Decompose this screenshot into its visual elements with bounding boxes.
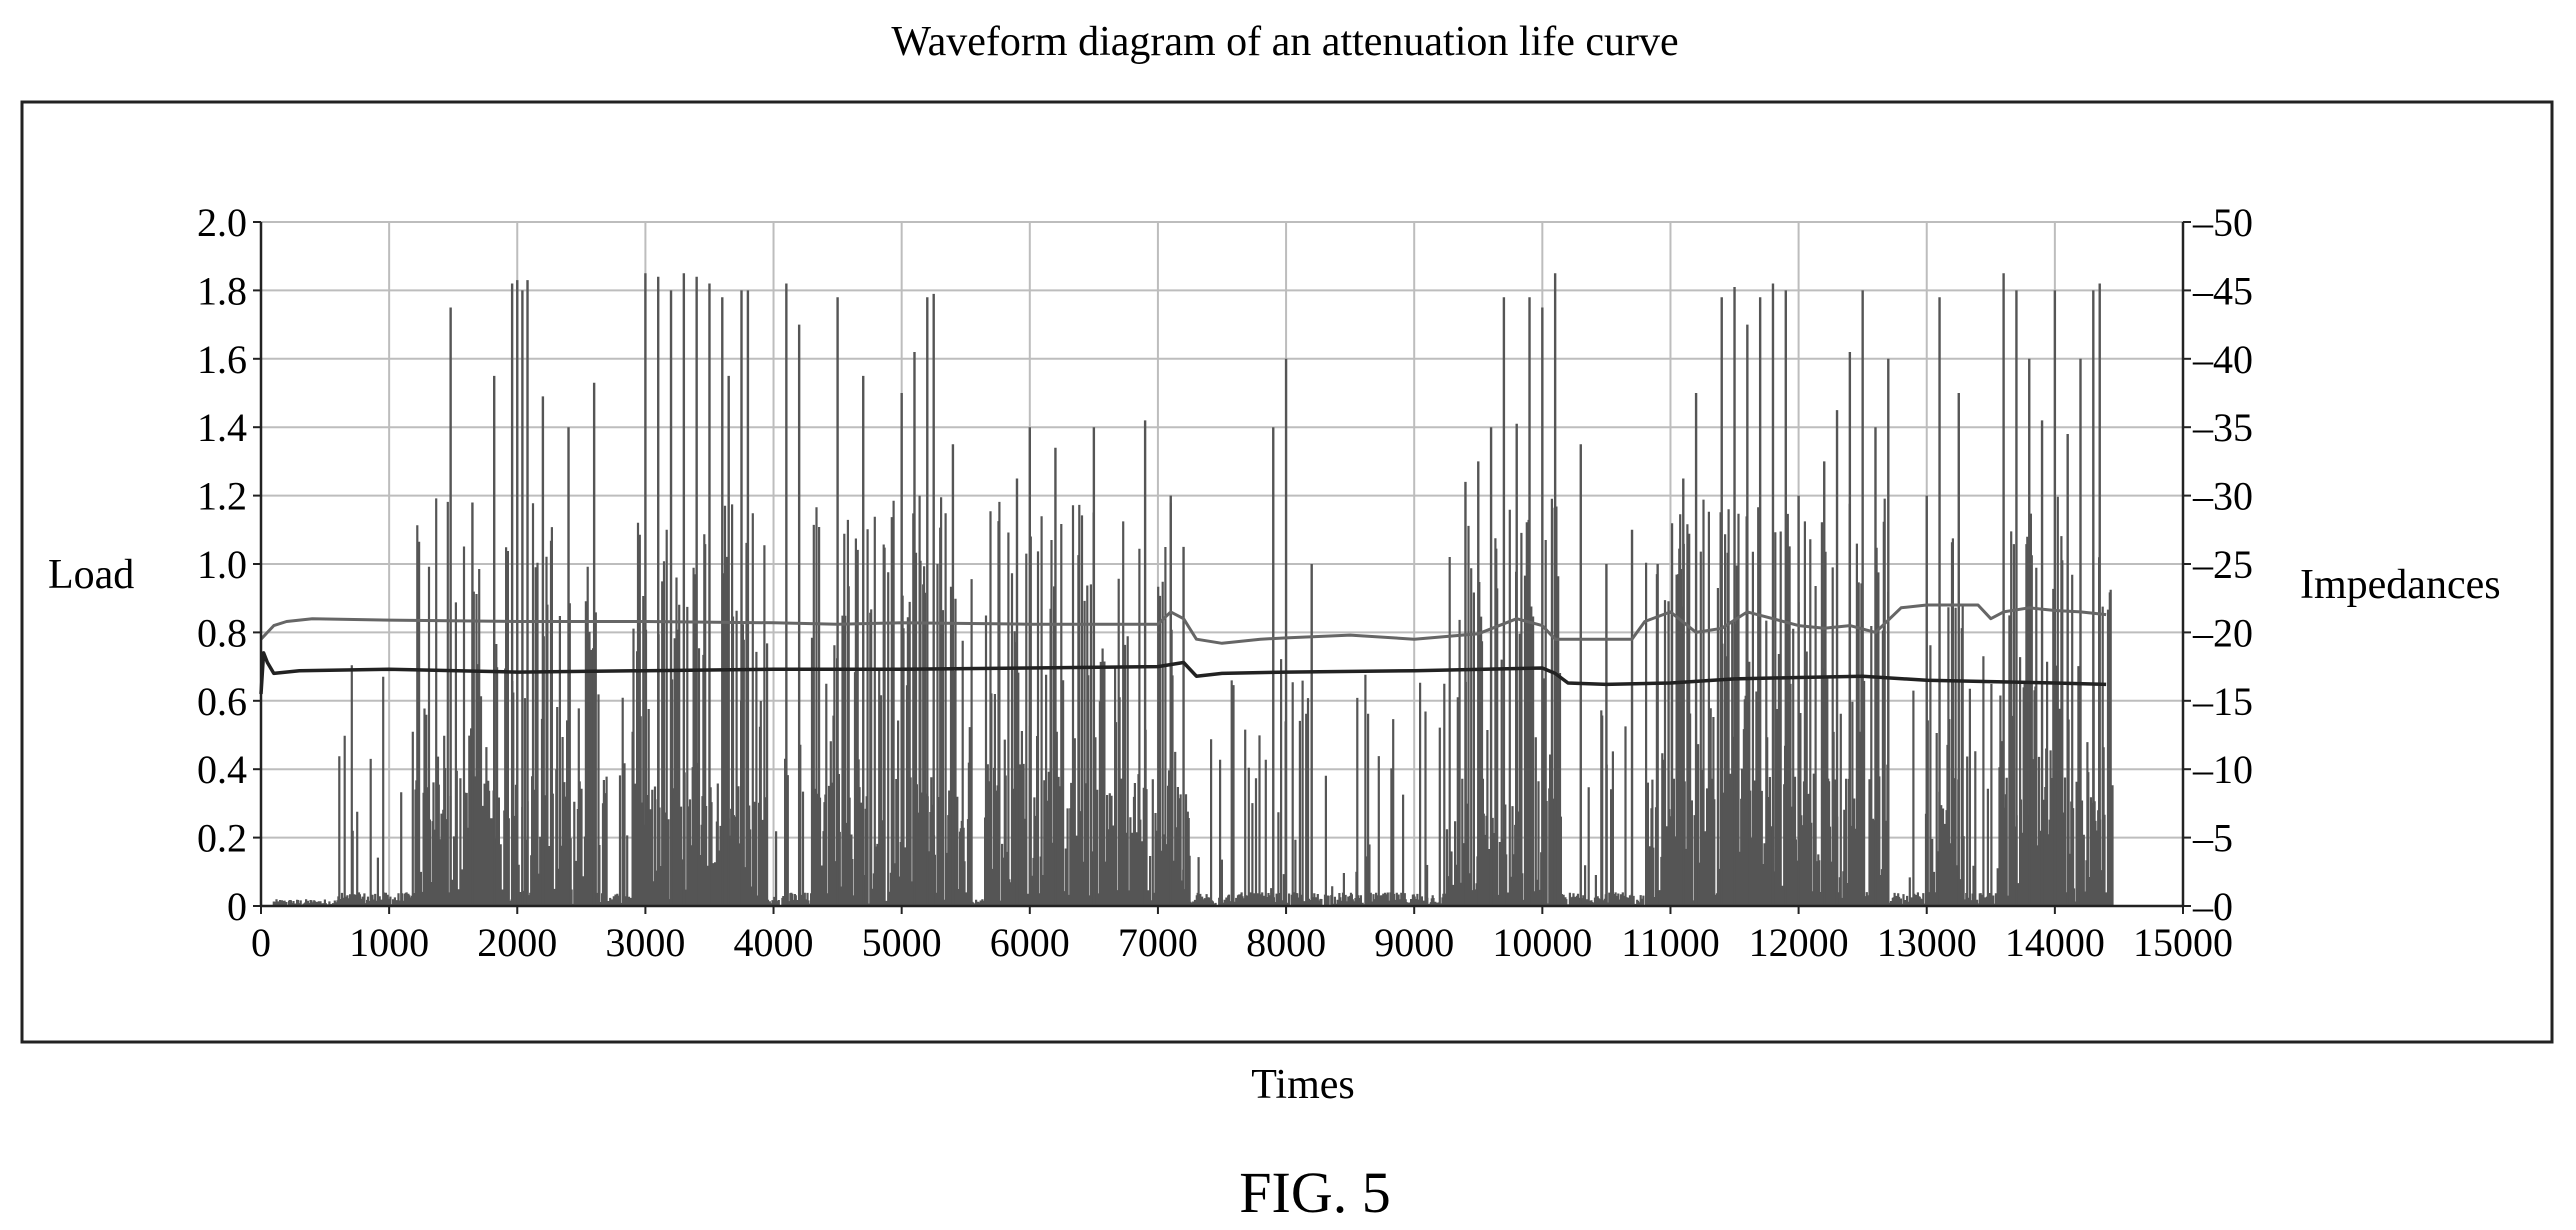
x-tick-labels: 0 1000 2000 3000 4000 5000 6000 7000 8000 9000 100… — [251, 906, 2233, 965]
y-right-tick-label: –35 — [2192, 405, 2253, 450]
y-left-tick-label: 1.2 — [197, 474, 247, 519]
chart-title: Waveform diagram of an attenuation life … — [891, 19, 1678, 65]
impedance-line-upper — [259, 603, 2107, 645]
y-right-tick-label: –20 — [2192, 610, 2253, 655]
y-right-tick-label: –25 — [2192, 542, 2253, 587]
y-left-tick-label: 1.8 — [197, 268, 247, 313]
x-tick-label: 8000 — [1246, 920, 1326, 965]
y-right-tick-label: –45 — [2192, 268, 2253, 313]
load-bars-fill — [272, 495, 2114, 906]
y-left-tick-label: 1.4 — [197, 405, 247, 450]
x-tick-label: 6000 — [990, 920, 1070, 965]
impedance-series — [259, 603, 2107, 695]
load-series — [272, 273, 2114, 906]
x-tick-label: 13000 — [1877, 920, 1977, 965]
y-left-axis-label: Load — [48, 552, 134, 598]
y-left-tick-label: 1.6 — [197, 337, 247, 382]
x-tick-label: 4000 — [734, 920, 814, 965]
y-right-tick-label: –30 — [2192, 474, 2253, 519]
x-tick-label: 15000 — [2133, 920, 2233, 965]
x-axis-label: Times — [1251, 1062, 1355, 1108]
y-right-tick-label: –0 — [2192, 884, 2233, 929]
y-left-tick-label: 0 — [227, 884, 247, 929]
x-tick-label: 0 — [251, 920, 271, 965]
y-right-axis-label: Impedances — [2300, 562, 2501, 608]
x-tick-label: 11000 — [1621, 920, 1720, 965]
y-left-tick-labels: 0 0.2 0.4 0.6 0.8 1.0 1.2 1.4 1.6 1.8 2.0 — [197, 200, 261, 929]
y-right-tick-label: –5 — [2192, 816, 2233, 861]
x-tick-label: 5000 — [862, 920, 942, 965]
y-left-tick-label: 0.6 — [197, 679, 247, 724]
y-left-tick-label: 0.8 — [197, 610, 247, 655]
y-left-tick-label: 1.0 — [197, 542, 247, 587]
y-right-tick-label: –10 — [2192, 747, 2253, 792]
x-tick-label: 7000 — [1118, 920, 1198, 965]
y-right-tick-labels: –0 –5 –10 –15 –20 –25 –30 –35 –40 –45 –50 — [2183, 200, 2253, 929]
x-tick-label: 12000 — [1749, 920, 1849, 965]
y-left-tick-label: 0.4 — [197, 747, 247, 792]
x-tick-label: 1000 — [349, 920, 429, 965]
figure-label: FIG. 5 — [1239, 1160, 1390, 1225]
y-left-tick-label: 0.2 — [197, 816, 247, 861]
y-right-tick-label: –50 — [2192, 200, 2253, 245]
x-tick-label: 14000 — [2005, 920, 2105, 965]
x-tick-label: 9000 — [1374, 920, 1454, 965]
x-tick-label: 2000 — [477, 920, 557, 965]
impedance-line-lower — [259, 651, 2107, 695]
y-right-tick-label: –40 — [2192, 337, 2253, 382]
y-right-tick-label: –15 — [2192, 679, 2253, 724]
x-tick-label: 3000 — [605, 920, 685, 965]
y-left-tick-label: 2.0 — [197, 200, 247, 245]
x-tick-label: 10000 — [1492, 920, 1592, 965]
